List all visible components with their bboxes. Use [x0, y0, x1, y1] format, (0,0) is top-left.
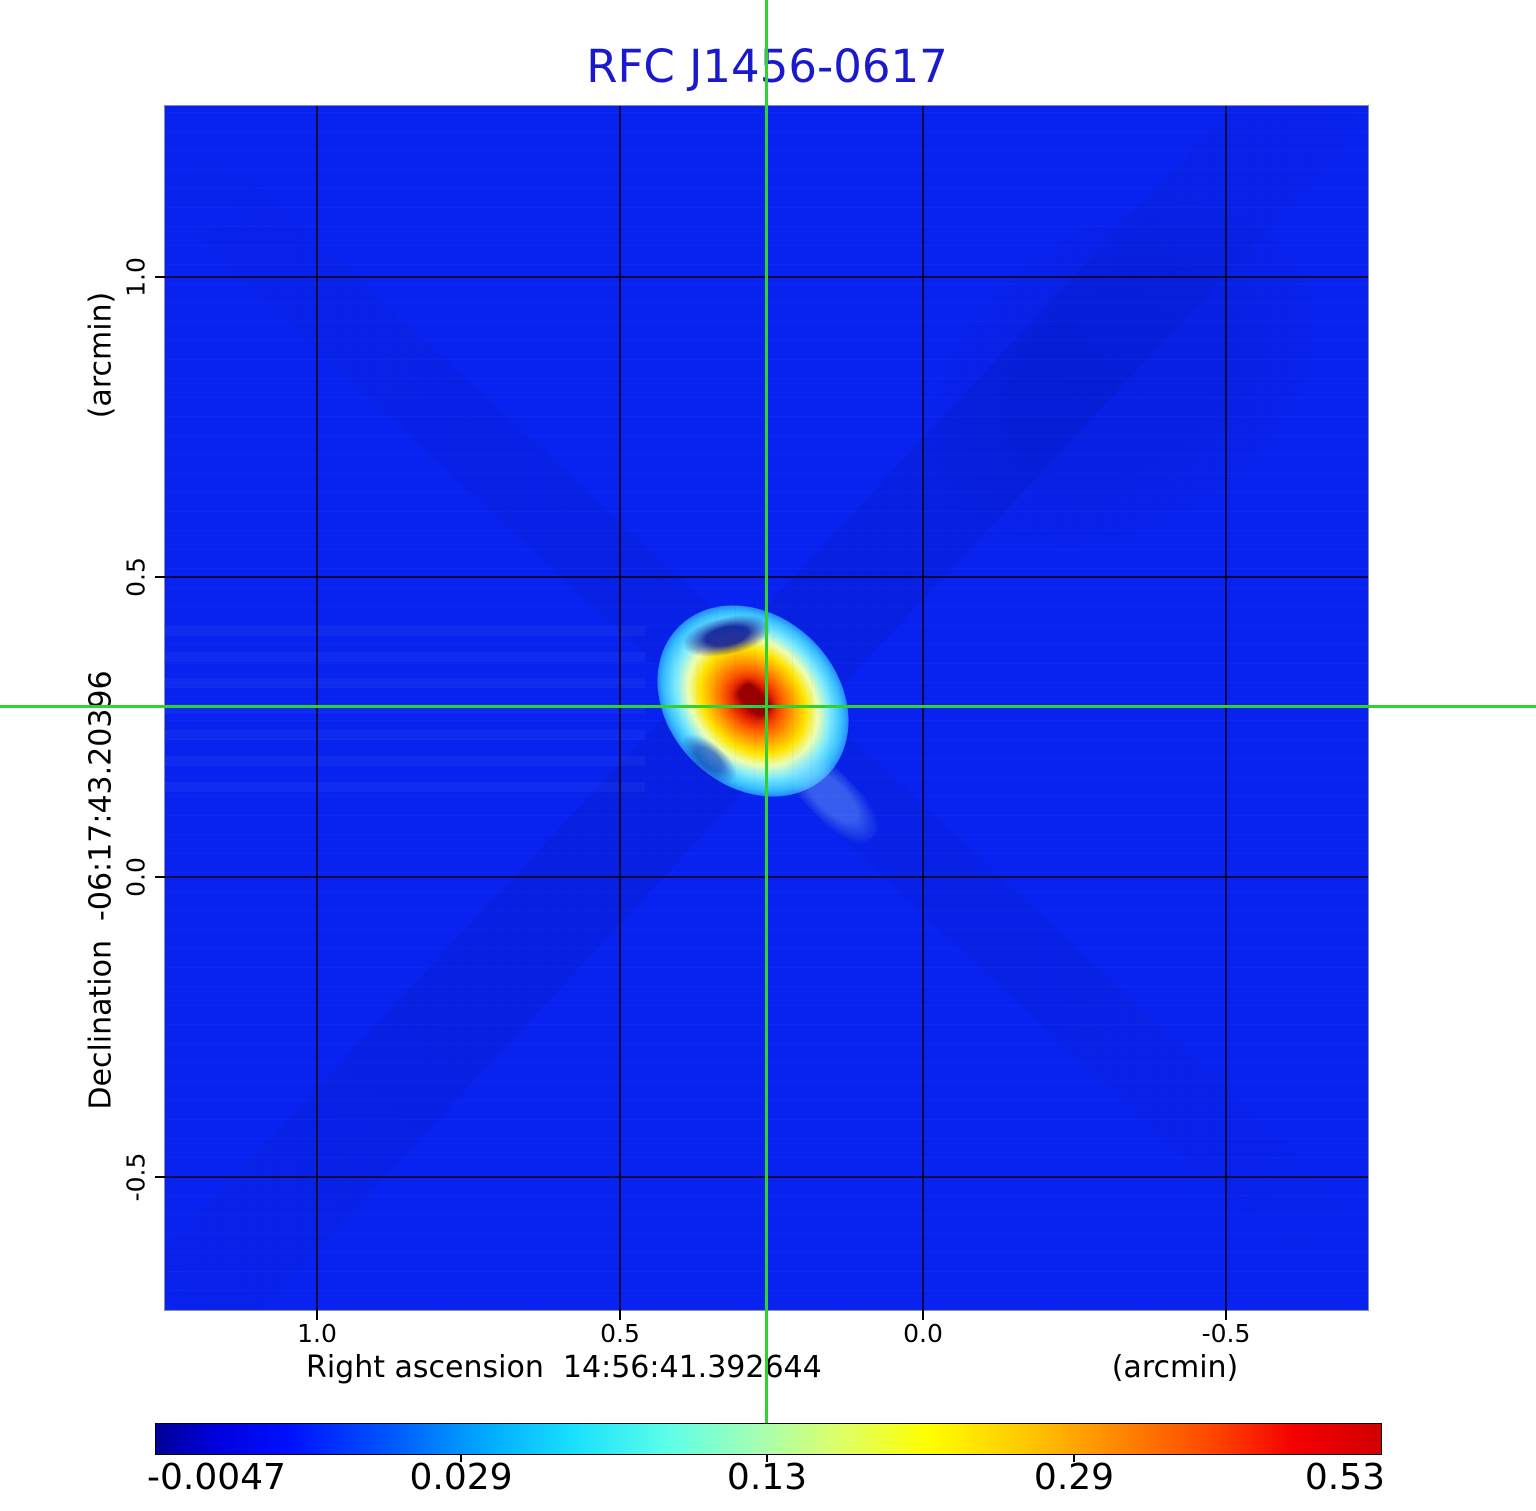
x-tick-mark — [316, 1310, 318, 1320]
y-tick-label: 1.0 — [121, 257, 151, 297]
x-tick-mark — [922, 1310, 924, 1320]
y-tick-label: 0.5 — [121, 557, 151, 597]
grid-line-v-0.0 — [922, 106, 924, 1310]
x-tick-label: 0.0 — [903, 1319, 943, 1348]
colorbar-tick-mark — [766, 1455, 768, 1462]
colorbar-label: 0.13 — [726, 1457, 808, 1498]
x-tick-label: 0.5 — [600, 1319, 640, 1348]
colorbar-label: -0.0047 — [147, 1457, 286, 1498]
colorbar-label: 0.029 — [409, 1457, 513, 1498]
x-tick-label: 1.0 — [297, 1319, 337, 1348]
x-tick-mark — [619, 1310, 621, 1320]
grid-line-v-0.5 — [619, 106, 621, 1310]
x-tick-mark — [1225, 1310, 1227, 1320]
sidelobe-streaks-west — [165, 626, 645, 806]
y-tick-label: -0.5 — [121, 1152, 151, 1202]
x-axis-label: Right ascension 14:56:41.392644 — [306, 1350, 822, 1385]
colorbar — [155, 1423, 1382, 1455]
grid-line-v--0.5 — [1225, 106, 1227, 1310]
y-tick-mark — [155, 876, 165, 878]
grid-line-v-1.0 — [316, 106, 318, 1310]
crosshair-vertical-line — [765, 0, 768, 1423]
crosshair-horizontal-line — [0, 705, 1536, 708]
colorbar-label: 0.29 — [1033, 1457, 1115, 1498]
y-tick-mark — [155, 276, 165, 278]
x-axis-unit: (arcmin) — [1111, 1350, 1239, 1385]
colorbar-tick-mark — [1073, 1455, 1075, 1462]
y-axis-label: Declination -06:17:43.20396 — [83, 670, 119, 1110]
y-tick-label: 0.0 — [121, 857, 151, 897]
y-axis-unit: (arcmin) — [83, 291, 119, 419]
colorbar-tick-mark — [460, 1455, 462, 1462]
x-tick-label: -0.5 — [1201, 1319, 1251, 1348]
colorbar-label: 0.53 — [1304, 1457, 1385, 1498]
y-tick-mark — [155, 1176, 165, 1178]
y-tick-mark — [155, 576, 165, 578]
